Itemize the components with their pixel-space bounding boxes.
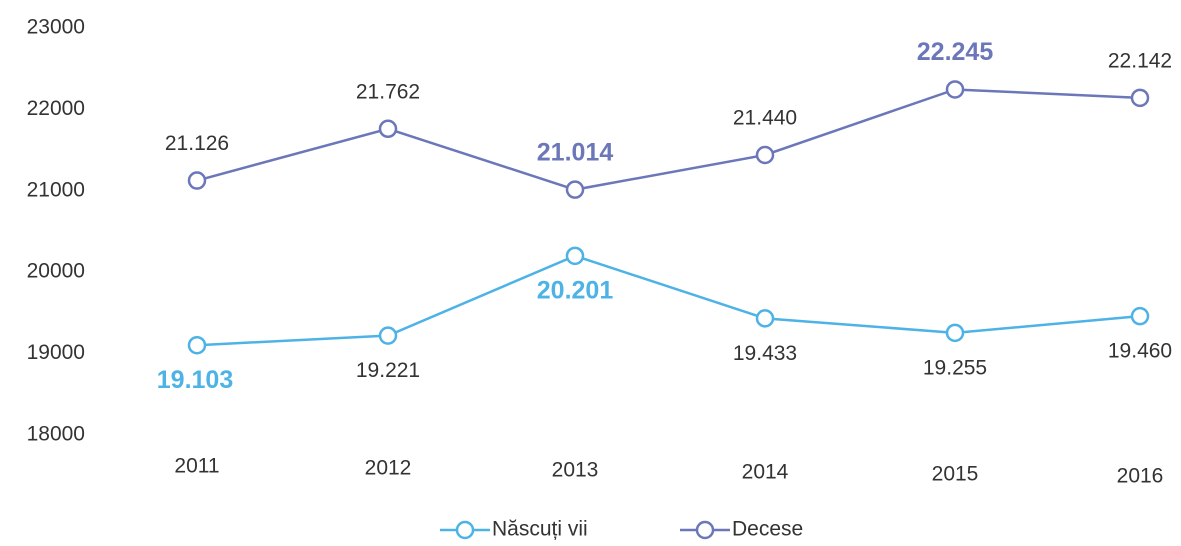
point xyxy=(565,180,585,199)
data-label: 19.103 xyxy=(157,366,233,394)
point xyxy=(755,309,775,328)
data-label: 19.221 xyxy=(356,359,420,382)
point xyxy=(378,326,398,345)
series-line xyxy=(196,254,1141,347)
y-tick-label: 23000 xyxy=(27,16,85,39)
point xyxy=(755,145,775,165)
data-label: 21.126 xyxy=(165,132,229,155)
data-label: 20.201 xyxy=(537,276,614,304)
data-label: 19.433 xyxy=(733,342,797,365)
point xyxy=(1130,306,1150,326)
y-tick-label: 21000 xyxy=(27,178,85,201)
data-label: 22.142 xyxy=(1108,49,1172,72)
legend-marker xyxy=(695,520,715,540)
point xyxy=(378,119,398,139)
point xyxy=(945,323,965,343)
point xyxy=(565,246,585,266)
y-tick-label: 22000 xyxy=(27,97,85,120)
data-label: 22.245 xyxy=(917,38,994,66)
x-tick-label: 2015 xyxy=(932,463,979,486)
legend-marker xyxy=(455,520,475,540)
point xyxy=(187,335,207,355)
point xyxy=(187,171,207,190)
data-label: 21.014 xyxy=(537,138,614,166)
series-line xyxy=(196,88,1141,191)
data-label: 21.762 xyxy=(356,80,420,103)
point xyxy=(1130,88,1150,108)
y-tick-label: 18000 xyxy=(27,423,85,446)
data-label: 19.460 xyxy=(1108,340,1172,363)
legend-label: Născuți vii xyxy=(492,518,588,541)
x-tick-label: 2014 xyxy=(742,461,789,484)
y-tick-label: 19000 xyxy=(27,341,85,364)
x-tick-label: 2012 xyxy=(365,457,412,480)
data-label: 21.440 xyxy=(733,107,797,130)
x-tick-label: 2011 xyxy=(174,455,219,478)
legend-label: Decese xyxy=(732,518,803,541)
x-tick-label: 2013 xyxy=(552,459,599,482)
x-tick-label: 2016 xyxy=(1117,465,1164,488)
point xyxy=(945,80,965,99)
y-tick-label: 20000 xyxy=(27,260,85,283)
data-label: 19.255 xyxy=(923,356,987,379)
